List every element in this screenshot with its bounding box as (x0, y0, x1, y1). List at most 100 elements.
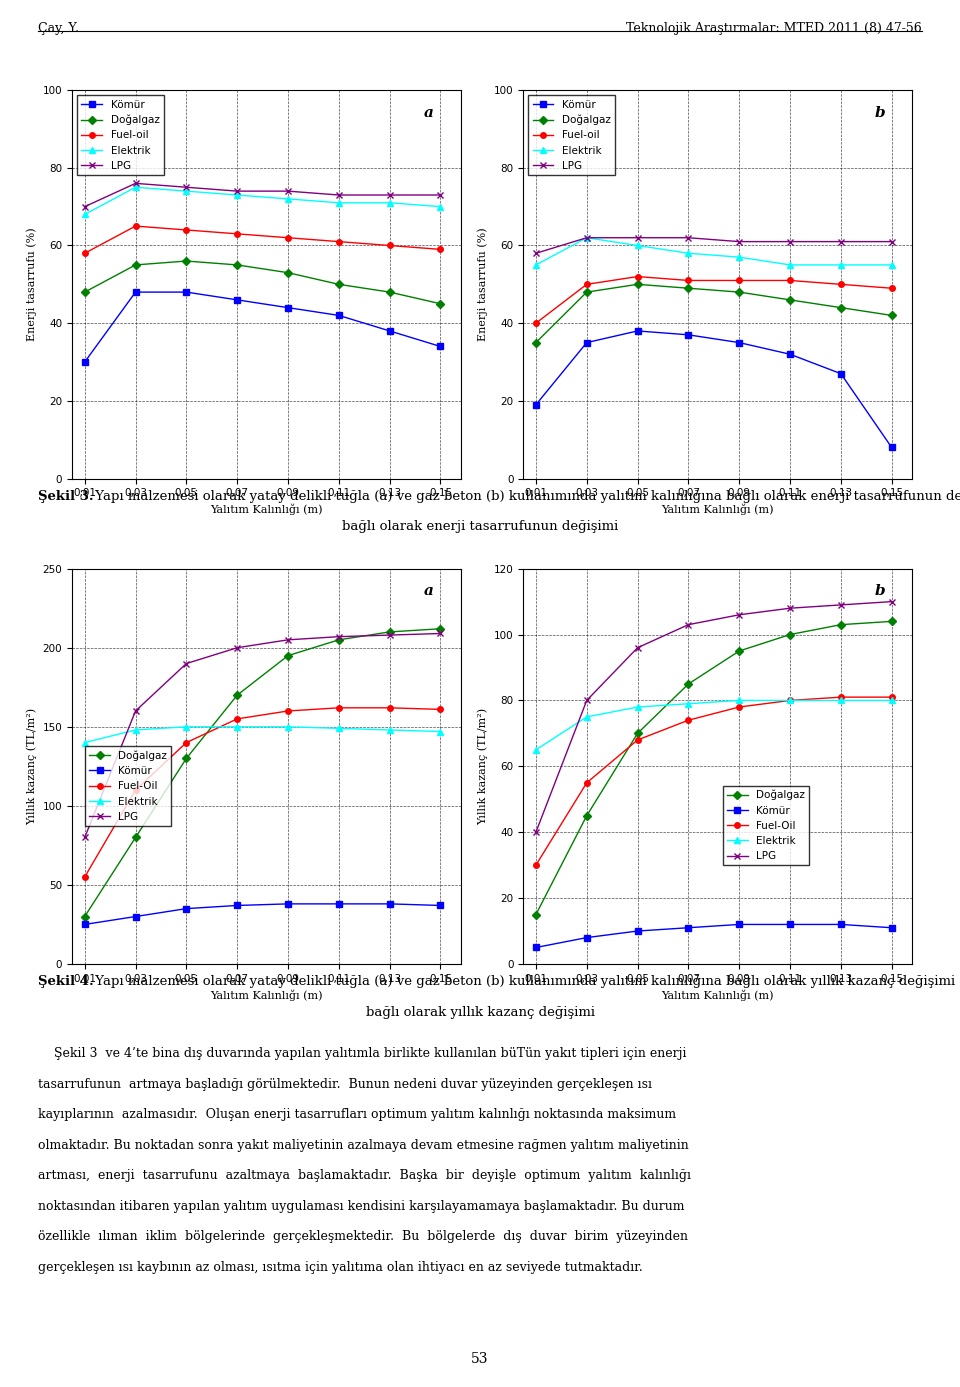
Doğalgaz (282, 265, 294, 282)
Doğalgaz (435, 620, 446, 637)
Legend: Doğalgaz, Kömür, Fuel-Oil, Elektrik, LPG: Doğalgaz, Kömür, Fuel-Oil, Elektrik, LPG (85, 746, 171, 825)
Kömür (384, 896, 396, 913)
Doğalgaz (632, 725, 643, 742)
Line: Fuel-oil: Fuel-oil (533, 273, 895, 326)
Text: noktasından itibaren yapılan yalıtım uygulaması kendisini karşılayamamaya başlam: noktasından itibaren yapılan yalıtım uyg… (38, 1200, 684, 1212)
Fuel-oil (581, 276, 592, 293)
X-axis label: Yalıtım Kalınlığı (m): Yalıtım Kalınlığı (m) (210, 989, 323, 1001)
Doğalgaz (180, 750, 192, 767)
Doğalgaz (180, 252, 192, 269)
Elektrik (333, 720, 345, 736)
Fuel-Oil (835, 689, 847, 706)
Fuel-oil (784, 272, 796, 288)
Doğalgaz (231, 257, 243, 273)
Kömür (784, 917, 796, 933)
Doğalgaz (632, 276, 643, 293)
Elektrik (581, 709, 592, 725)
Line: Elektrik: Elektrik (533, 234, 895, 268)
Fuel-Oil (282, 703, 294, 720)
Doğalgaz (333, 276, 345, 293)
LPG (231, 639, 243, 656)
Elektrik (384, 721, 396, 738)
Line: LPG: LPG (82, 180, 444, 209)
LPG (180, 655, 192, 671)
Kömür (683, 326, 694, 343)
LPG (384, 187, 396, 204)
Fuel-Oil (79, 868, 90, 885)
LPG (683, 616, 694, 632)
Elektrik (683, 245, 694, 262)
Fuel-oil (231, 226, 243, 243)
Text: Teknolojik Araştırmalar: MTED 2011 (8) 47-56: Teknolojik Araştırmalar: MTED 2011 (8) 4… (626, 22, 922, 35)
Fuel-oil (733, 272, 745, 288)
Elektrik (835, 257, 847, 273)
Kömür (632, 922, 643, 939)
Doğalgaz (835, 300, 847, 316)
Doğalgaz (733, 642, 745, 659)
Elektrik (180, 718, 192, 735)
Kömür (733, 917, 745, 933)
Doğalgaz (784, 627, 796, 644)
Elektrik (435, 198, 446, 215)
Fuel-Oil (333, 699, 345, 716)
Kömür (130, 908, 141, 925)
Kömür (435, 338, 446, 355)
Fuel-Oil (435, 700, 446, 717)
Line: Doğalgaz: Doğalgaz (533, 619, 895, 917)
Line: Kömür: Kömür (533, 329, 895, 451)
Fuel-oil (333, 233, 345, 250)
Fuel-Oil (581, 774, 592, 791)
Text: bağlı olarak enerji tasarrufunun değişimi: bağlı olarak enerji tasarrufunun değişim… (342, 520, 618, 533)
Doğalgaz (130, 829, 141, 846)
Elektrik (530, 742, 541, 759)
Elektrik (231, 187, 243, 204)
LPG (282, 631, 294, 648)
LPG (733, 233, 745, 250)
Elektrik (886, 692, 898, 709)
Kömür (333, 896, 345, 913)
LPG (130, 703, 141, 720)
Kömür (333, 307, 345, 323)
Text: kayıplarının  azalmasıdır.  Oluşan enerji tasarrufları optimum yalıtım kalınlığı: kayıplarının azalmasıdır. Oluşan enerji … (38, 1108, 677, 1121)
Elektrik (581, 229, 592, 245)
Fuel-oil (530, 315, 541, 331)
Doğalgaz (581, 807, 592, 824)
LPG (530, 245, 541, 262)
Kömür (886, 920, 898, 936)
Fuel-oil (835, 276, 847, 293)
X-axis label: Yalıtım Kalınlığı (m): Yalıtım Kalınlığı (m) (661, 503, 774, 516)
Text: 53: 53 (471, 1352, 489, 1366)
Doğalgaz (733, 284, 745, 301)
Line: Doğalgaz: Doğalgaz (82, 626, 444, 920)
Doğalgaz (333, 631, 345, 648)
Kömür (835, 365, 847, 381)
Kömür (784, 345, 796, 362)
LPG (435, 187, 446, 204)
Legend: Kömür, Doğalgaz, Fuel-oil, Elektrik, LPG: Kömür, Doğalgaz, Fuel-oil, Elektrik, LPG (528, 96, 614, 175)
Doğalgaz (530, 334, 541, 351)
Line: Elektrik: Elektrik (82, 184, 444, 218)
Elektrik (384, 194, 396, 211)
Elektrik (632, 699, 643, 716)
Elektrik (784, 692, 796, 709)
LPG (79, 829, 90, 846)
Kömür (435, 897, 446, 914)
Elektrik (435, 723, 446, 739)
Line: Kömür: Kömür (82, 902, 444, 928)
Fuel-oil (79, 245, 90, 262)
Elektrik (130, 179, 141, 196)
LPG (886, 594, 898, 610)
Line: Doğalgaz: Doğalgaz (82, 258, 444, 307)
Fuel-Oil (632, 732, 643, 749)
Elektrik (282, 718, 294, 735)
Fuel-Oil (180, 734, 192, 750)
LPG (632, 229, 643, 245)
Elektrik (632, 237, 643, 254)
Text: Şekil 3  ve 4’te bina dış duvarında yapılan yalıtımla birlikte kullanılan büTün : Şekil 3 ve 4’te bina dış duvarında yapıl… (38, 1047, 687, 1060)
Line: LPG: LPG (533, 234, 895, 257)
Text: b: b (875, 584, 885, 598)
LPG (784, 601, 796, 617)
Elektrik (683, 695, 694, 712)
Fuel-oil (435, 241, 446, 258)
LPG (435, 626, 446, 642)
